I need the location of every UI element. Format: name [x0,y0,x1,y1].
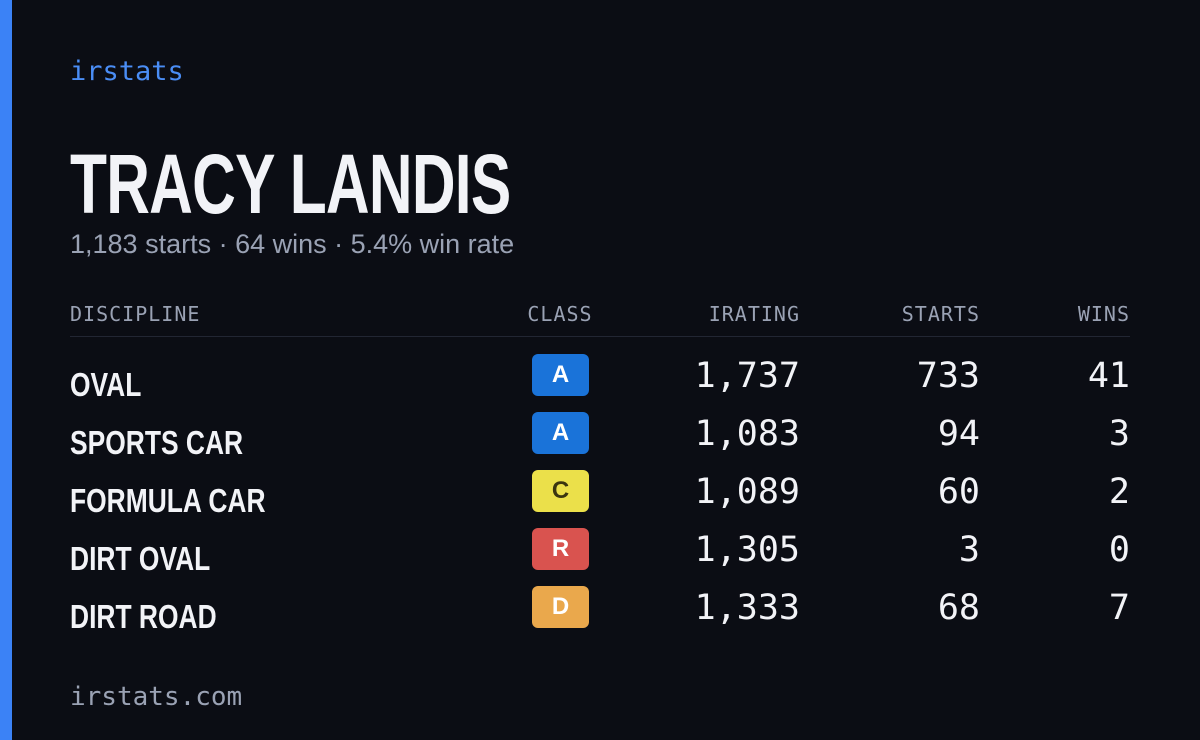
class-badge: C [532,470,589,512]
column-header: DISCIPLINE [70,302,201,326]
wins: 41 [1087,356,1130,396]
wins: 7 [1108,588,1130,628]
wins: 3 [1108,414,1130,454]
brand: irstats [70,56,184,87]
irating: 1,333 [694,588,800,628]
column-header: WINS [1077,302,1130,326]
footer-url: irstats.com [70,682,243,712]
discipline: OVAL [70,366,142,403]
class-badge: R [532,528,589,570]
irating: 1,083 [694,414,800,454]
discipline: DIRT ROAD [70,598,217,635]
column-header: IRATING [708,302,800,326]
wins: 0 [1108,530,1130,570]
irating: 1,089 [694,472,800,512]
starts: 60 [937,472,980,512]
summary: 1,183 starts · 64 wins · 5.4% win rate [70,229,515,259]
discipline: SPORTS CAR [70,424,244,461]
irating: 1,737 [694,356,800,396]
column-header: CLASS [527,302,593,326]
player-name: TRACY LANDIS [70,137,511,231]
discipline: FORMULA CAR [70,482,266,519]
header-rule [70,336,1130,337]
discipline: DIRT OVAL [70,540,211,577]
starts: 68 [937,588,980,628]
irating: 1,305 [694,530,800,570]
starts: 3 [958,530,980,570]
class-badge: D [532,586,589,628]
column-header: STARTS [901,302,980,326]
class-badge: A [532,354,589,396]
starts: 733 [916,356,980,396]
starts: 94 [937,414,980,454]
class-badge: A [532,412,589,454]
wins: 2 [1108,472,1130,512]
accent-bar [0,0,12,740]
